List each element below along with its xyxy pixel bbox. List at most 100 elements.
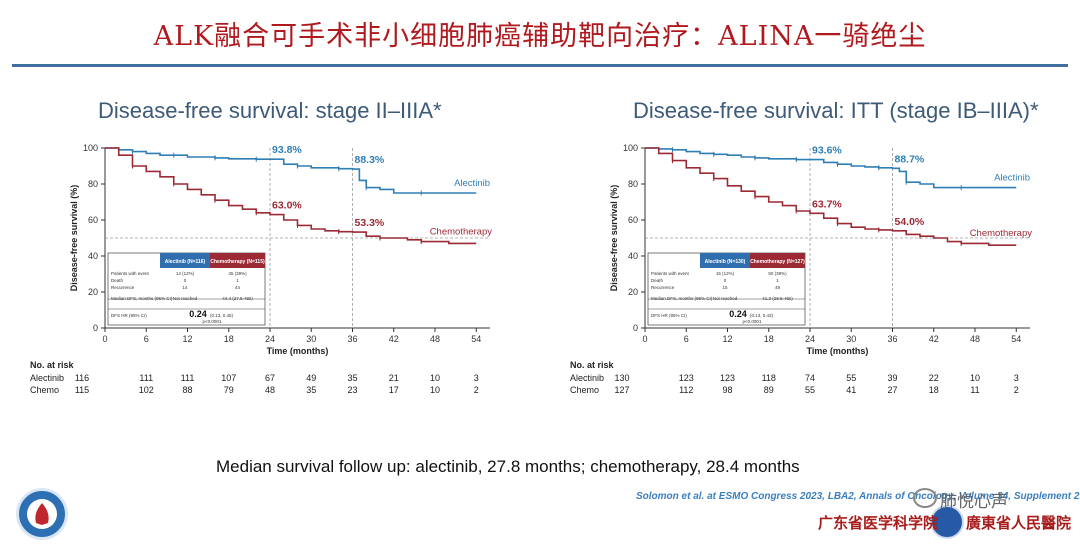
inset-cell-alectinib: 14 (12%) (176, 271, 195, 276)
risk-value: 118 (762, 373, 776, 383)
y-tick-label: 20 (88, 287, 98, 297)
risk-value: 55 (805, 385, 815, 395)
inset-hr-ci: (0.13, 0.45) (210, 313, 234, 318)
x-tick-label: 36 (887, 334, 897, 344)
risk-value: 107 (221, 373, 236, 383)
y-tick-label: 0 (633, 323, 638, 333)
risk-value: 35 (306, 385, 316, 395)
x-axis-label: Time (months) (267, 346, 329, 356)
risk-value: 123 (720, 373, 735, 383)
inset-cell-chemotherapy: 1 (776, 278, 779, 283)
inset-hr-value: 0.24 (189, 309, 207, 319)
y-tick-label: 80 (88, 179, 98, 189)
risk-value: 74 (805, 373, 815, 383)
inset-cell-chemotherapy: 44 (235, 285, 241, 290)
inset-header-alectinib: Alectinib (N=130) (705, 259, 746, 265)
academy-seal-icon (930, 505, 964, 539)
risk-value: 17 (389, 385, 399, 395)
risk-row-label: Alectinib (570, 373, 604, 383)
wechat-icon (913, 488, 937, 508)
x-tick-label: 0 (642, 334, 647, 344)
legend-label-alectinib: Alectinib (454, 178, 490, 189)
x-tick-label: 36 (347, 334, 357, 344)
x-tick-label: 24 (265, 334, 275, 344)
inset-hr-label: DFS HR (95% CI) (651, 313, 687, 318)
risk-value: 48 (265, 385, 275, 395)
inset-header-chemotherapy: Chemotherapy (N=115) (210, 259, 265, 265)
landmark-rate-label: 93.6% (812, 145, 842, 157)
wechat-watermark: 肺悦心声 (940, 492, 1008, 511)
hospital-emblem-icon (27, 499, 57, 529)
chemotherapy-survival-curve (105, 147, 477, 245)
risk-value: 10 (430, 373, 440, 383)
risk-row-label: Chemo (570, 385, 599, 395)
inset-header-chemo-bg (210, 253, 265, 268)
landmark-rate-label: 63.7% (812, 198, 842, 210)
inset-header-alectinib-bg (700, 253, 750, 268)
y-axis-label: Disease-free survival (%) (69, 185, 79, 292)
inset-cell-chemotherapy: 49 (775, 285, 781, 290)
hospital-logo-icon (16, 488, 68, 540)
risk-value: 27 (887, 385, 897, 395)
y-tick-label: 0 (93, 323, 98, 333)
x-tick-label: 18 (224, 334, 234, 344)
inset-cell-alectinib: 15 (12%) (716, 271, 735, 276)
risk-value: 41 (846, 385, 856, 395)
inset-header-alectinib-bg (160, 253, 210, 268)
inset-cell-chemotherapy: 44.4 (27.8–NE) (222, 296, 253, 301)
institution-right: 廣東省人民醫院 (966, 514, 1072, 532)
inset-cell-alectinib: 0 (724, 278, 727, 283)
x-tick-label: 6 (684, 334, 689, 344)
y-axis-label: Disease-free survival (%) (609, 185, 619, 292)
landmark-rate-label: 88.7% (895, 153, 925, 165)
inset-p-value: p<0.0001 (743, 319, 762, 324)
x-tick-label: 0 (102, 334, 107, 344)
x-axis-label: Time (months) (807, 346, 869, 356)
risk-value: 112 (679, 385, 693, 395)
inset-header-chemo-bg (750, 253, 805, 268)
inset-row-label: Death (111, 278, 124, 283)
y-tick-label: 100 (83, 143, 98, 153)
inset-row-label: Median DFS, months (95% CI) (111, 296, 173, 301)
landmark-rate-label: 53.3% (355, 217, 385, 229)
y-tick-label: 40 (628, 251, 638, 261)
risk-value: 3 (474, 373, 479, 383)
inset-cell-alectinib: Not reached (173, 296, 198, 301)
risk-value: 88 (182, 385, 192, 395)
x-tick-label: 54 (471, 334, 481, 344)
chart-title-left: Disease-free survival: stage II–IIIA* (98, 98, 442, 123)
y-tick-label: 40 (88, 251, 98, 261)
citation: Solomon et al. at ESMO Congress 2023, LB… (636, 491, 1080, 502)
inset-cell-chemotherapy: 1 (236, 278, 239, 283)
inset-cell-alectinib: 15 (722, 285, 728, 290)
risk-value: 23 (347, 385, 357, 395)
risk-value: 89 (764, 385, 774, 395)
x-tick-label: 12 (182, 334, 192, 344)
inset-cell-alectinib: Not reached (713, 296, 738, 301)
inset-cell-alectinib: 14 (182, 285, 188, 290)
inset-hr-ci: (0.13, 0.43) (750, 313, 774, 318)
risk-value: 3 (1014, 373, 1019, 383)
follow-up-footnote: Median survival follow up: alectinib, 27… (216, 457, 800, 476)
inset-hr-value: 0.24 (729, 309, 747, 319)
inset-cell-chemotherapy: 50 (39%) (768, 271, 787, 276)
x-tick-label: 42 (389, 334, 399, 344)
x-tick-label: 6 (144, 334, 149, 344)
risk-value: 10 (970, 373, 980, 383)
x-tick-label: 30 (846, 334, 856, 344)
inset-header-chemotherapy: Chemotherapy (N=127) (750, 259, 805, 265)
x-tick-label: 30 (306, 334, 316, 344)
y-tick-label: 60 (628, 215, 638, 225)
chart-title-right: Disease-free survival: ITT (stage IB–III… (633, 98, 1039, 123)
risk-value: 102 (139, 385, 154, 395)
inset-header-alectinib: Alectinib (N=116) (165, 259, 206, 265)
chemotherapy-survival-curve (645, 147, 1017, 246)
risk-value: 22 (929, 373, 939, 383)
landmark-rate-label: 54.0% (895, 216, 925, 228)
alectinib-survival-curve (645, 147, 1017, 189)
inset-cell-alectinib: 0 (184, 278, 187, 283)
x-tick-label: 48 (430, 334, 440, 344)
title-divider (12, 64, 1068, 67)
legend-label-alectinib: Alectinib (994, 173, 1030, 184)
risk-value: 11 (970, 385, 979, 395)
